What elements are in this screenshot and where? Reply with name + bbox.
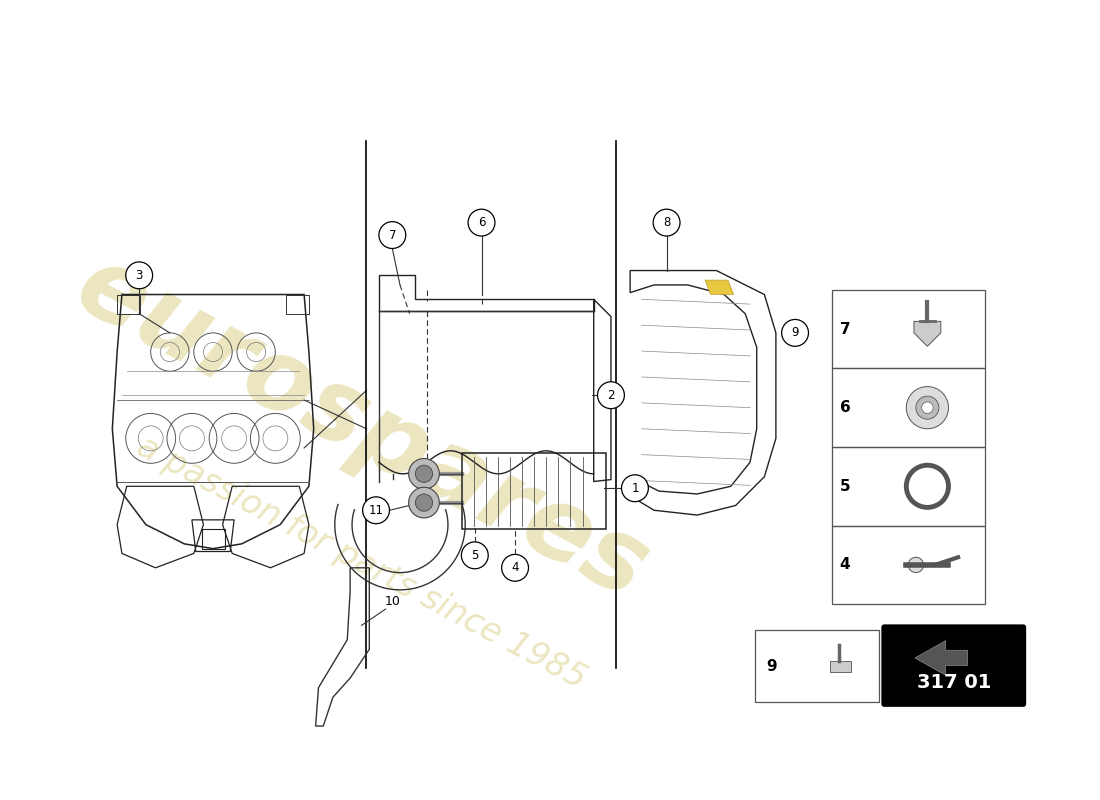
Text: 1: 1 <box>631 482 639 494</box>
Text: 9: 9 <box>791 326 799 339</box>
Text: 5: 5 <box>839 479 850 494</box>
Circle shape <box>469 209 495 236</box>
Text: a passion for parts since 1985: a passion for parts since 1985 <box>131 430 592 696</box>
Text: 6: 6 <box>839 400 850 415</box>
Circle shape <box>782 319 808 346</box>
Text: 6: 6 <box>477 216 485 229</box>
Polygon shape <box>829 662 850 672</box>
Text: 9: 9 <box>767 658 778 674</box>
Text: eurospares: eurospares <box>59 238 663 620</box>
Text: 8: 8 <box>663 216 670 229</box>
Polygon shape <box>705 280 734 294</box>
Text: 7: 7 <box>388 229 396 242</box>
Circle shape <box>408 487 439 518</box>
Text: 4: 4 <box>512 562 519 574</box>
Circle shape <box>653 209 680 236</box>
Text: 10: 10 <box>384 595 400 608</box>
Text: 4: 4 <box>839 558 850 573</box>
Circle shape <box>502 554 528 582</box>
Bar <box>755 630 880 702</box>
Bar <box>201 530 224 549</box>
Polygon shape <box>915 641 968 675</box>
Circle shape <box>906 386 948 429</box>
Circle shape <box>597 382 625 409</box>
Text: 2: 2 <box>607 389 615 402</box>
Bar <box>462 453 606 530</box>
Text: 5: 5 <box>471 549 478 562</box>
Polygon shape <box>914 322 940 346</box>
Circle shape <box>461 542 488 569</box>
Circle shape <box>378 222 406 249</box>
Circle shape <box>909 558 924 573</box>
Circle shape <box>408 458 439 489</box>
Circle shape <box>621 474 648 502</box>
Text: 3: 3 <box>135 269 143 282</box>
Bar <box>832 447 984 526</box>
Circle shape <box>916 396 939 419</box>
Bar <box>832 290 984 368</box>
Bar <box>832 368 984 447</box>
Circle shape <box>416 494 432 511</box>
Circle shape <box>416 466 432 482</box>
Text: 7: 7 <box>839 322 850 337</box>
FancyBboxPatch shape <box>881 624 1026 707</box>
Text: 11: 11 <box>368 504 384 517</box>
Circle shape <box>125 262 153 289</box>
Circle shape <box>363 497 389 524</box>
Circle shape <box>922 402 933 414</box>
Bar <box>832 526 984 604</box>
Text: 317 01: 317 01 <box>916 674 991 692</box>
